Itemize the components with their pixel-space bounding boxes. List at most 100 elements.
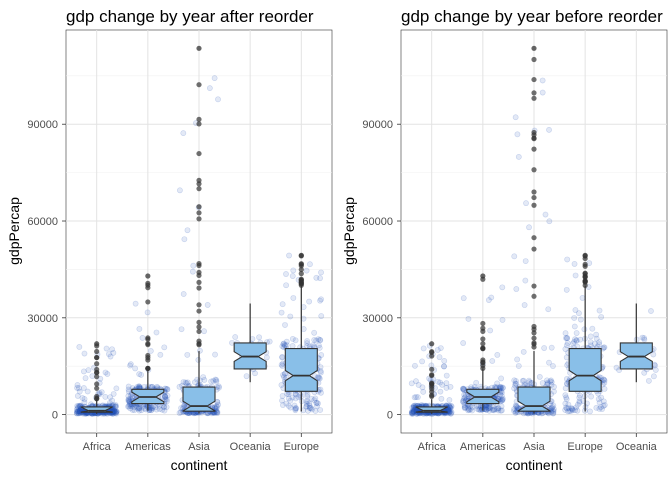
jitter-point: [75, 410, 82, 417]
outlier-point: [480, 341, 486, 347]
jitter-point: [551, 406, 557, 413]
jitter-point: [82, 375, 89, 382]
jitter-point: [316, 344, 323, 351]
jitter-point: [596, 339, 603, 346]
jitter-point: [564, 256, 571, 263]
outlier-point: [429, 349, 435, 355]
jitter-point: [200, 374, 207, 381]
jitter-point: [483, 403, 490, 410]
jitter-point: [232, 334, 239, 340]
jitter-point: [489, 358, 496, 364]
jitter-point: [134, 404, 141, 411]
outlier-point: [94, 348, 100, 355]
jitter-point: [81, 385, 87, 391]
jitter-point: [303, 398, 310, 405]
jitter-point: [180, 379, 187, 385]
jitter-point: [214, 408, 221, 415]
jitter-point: [215, 383, 222, 390]
jitter-point: [550, 363, 556, 369]
jitter-point: [562, 407, 569, 413]
jitter-point: [112, 409, 119, 416]
outlier-point: [196, 285, 202, 291]
jitter-point: [434, 347, 441, 353]
jitter-point: [526, 224, 532, 231]
jitter-point: [562, 385, 569, 392]
jitter-point: [102, 369, 109, 376]
jitter-point: [437, 345, 444, 351]
jitter-point: [465, 404, 471, 411]
jitter-point: [212, 376, 219, 383]
jitter-point: [572, 407, 578, 414]
jitter-point: [201, 377, 208, 383]
jitter-point: [498, 403, 505, 410]
outlier-point: [531, 76, 537, 83]
jitter-point: [409, 408, 416, 414]
jitter-point: [544, 379, 551, 386]
jitter-point: [551, 388, 557, 395]
jitter-point: [648, 308, 654, 314]
jitter-point: [593, 335, 600, 342]
jitter-point: [499, 385, 506, 392]
outlier-point: [196, 342, 202, 348]
jitter-point: [593, 404, 600, 411]
jitter-point: [522, 277, 529, 284]
jitter-point: [211, 404, 218, 411]
jitter-point: [601, 377, 608, 384]
jitter-point: [177, 187, 183, 194]
jitter-point: [318, 313, 325, 319]
jitter-point: [208, 378, 215, 385]
jitter-point: [523, 200, 529, 207]
x-tick-label: Oceania: [616, 441, 658, 453]
jitter-point: [76, 344, 83, 350]
jitter-point: [512, 382, 518, 389]
jitter-point: [313, 400, 320, 406]
box-asia: [182, 45, 216, 414]
jitter-point: [495, 405, 502, 412]
jitter-point: [290, 267, 297, 274]
outlier-point: [196, 45, 202, 51]
jitter-point: [74, 408, 80, 415]
jitter-point: [641, 336, 648, 343]
jitter-point: [641, 335, 647, 341]
jitter-point: [548, 377, 554, 384]
jitter-point: [81, 399, 88, 406]
jitter-point: [75, 408, 81, 415]
box-europe: [568, 252, 602, 412]
jitter-point: [548, 379, 555, 385]
jitter-point: [138, 371, 145, 378]
jitter-point: [570, 340, 576, 347]
jitter-point: [572, 336, 578, 343]
jitter-point: [565, 408, 571, 415]
jitter-point: [566, 408, 573, 414]
jitter-point: [156, 406, 163, 412]
jitter-point: [292, 395, 299, 402]
jitter-point: [129, 406, 136, 413]
jitter-point: [547, 378, 554, 385]
jitter-point: [285, 403, 292, 409]
jitter-point: [138, 407, 145, 414]
jitter-point: [79, 395, 86, 401]
x-tick-label: Africa: [83, 441, 112, 453]
outlier-point: [298, 263, 304, 269]
jitter-point: [157, 351, 164, 358]
jitter-point: [573, 337, 580, 344]
jitter-point: [447, 383, 454, 390]
jitter-point: [571, 338, 578, 345]
jitter-point: [536, 373, 543, 380]
jitter-point: [214, 410, 221, 416]
jitter-point: [562, 400, 569, 407]
jitter-point: [256, 334, 263, 341]
jitter-point: [411, 394, 418, 401]
jitter-point: [215, 401, 222, 408]
jitter-point: [550, 407, 557, 414]
jitter-point: [178, 405, 184, 411]
jitter-point: [263, 354, 270, 361]
jitter-point: [113, 408, 120, 415]
jitter-point: [564, 340, 571, 346]
jitter-point: [315, 374, 322, 381]
jitter-point: [598, 404, 604, 410]
chart-before-reorder: gdp change by year before reorder gdpPer…: [341, 7, 668, 473]
outlier-point: [145, 280, 151, 286]
jitter-point: [308, 405, 315, 412]
jitter-point: [292, 337, 299, 344]
